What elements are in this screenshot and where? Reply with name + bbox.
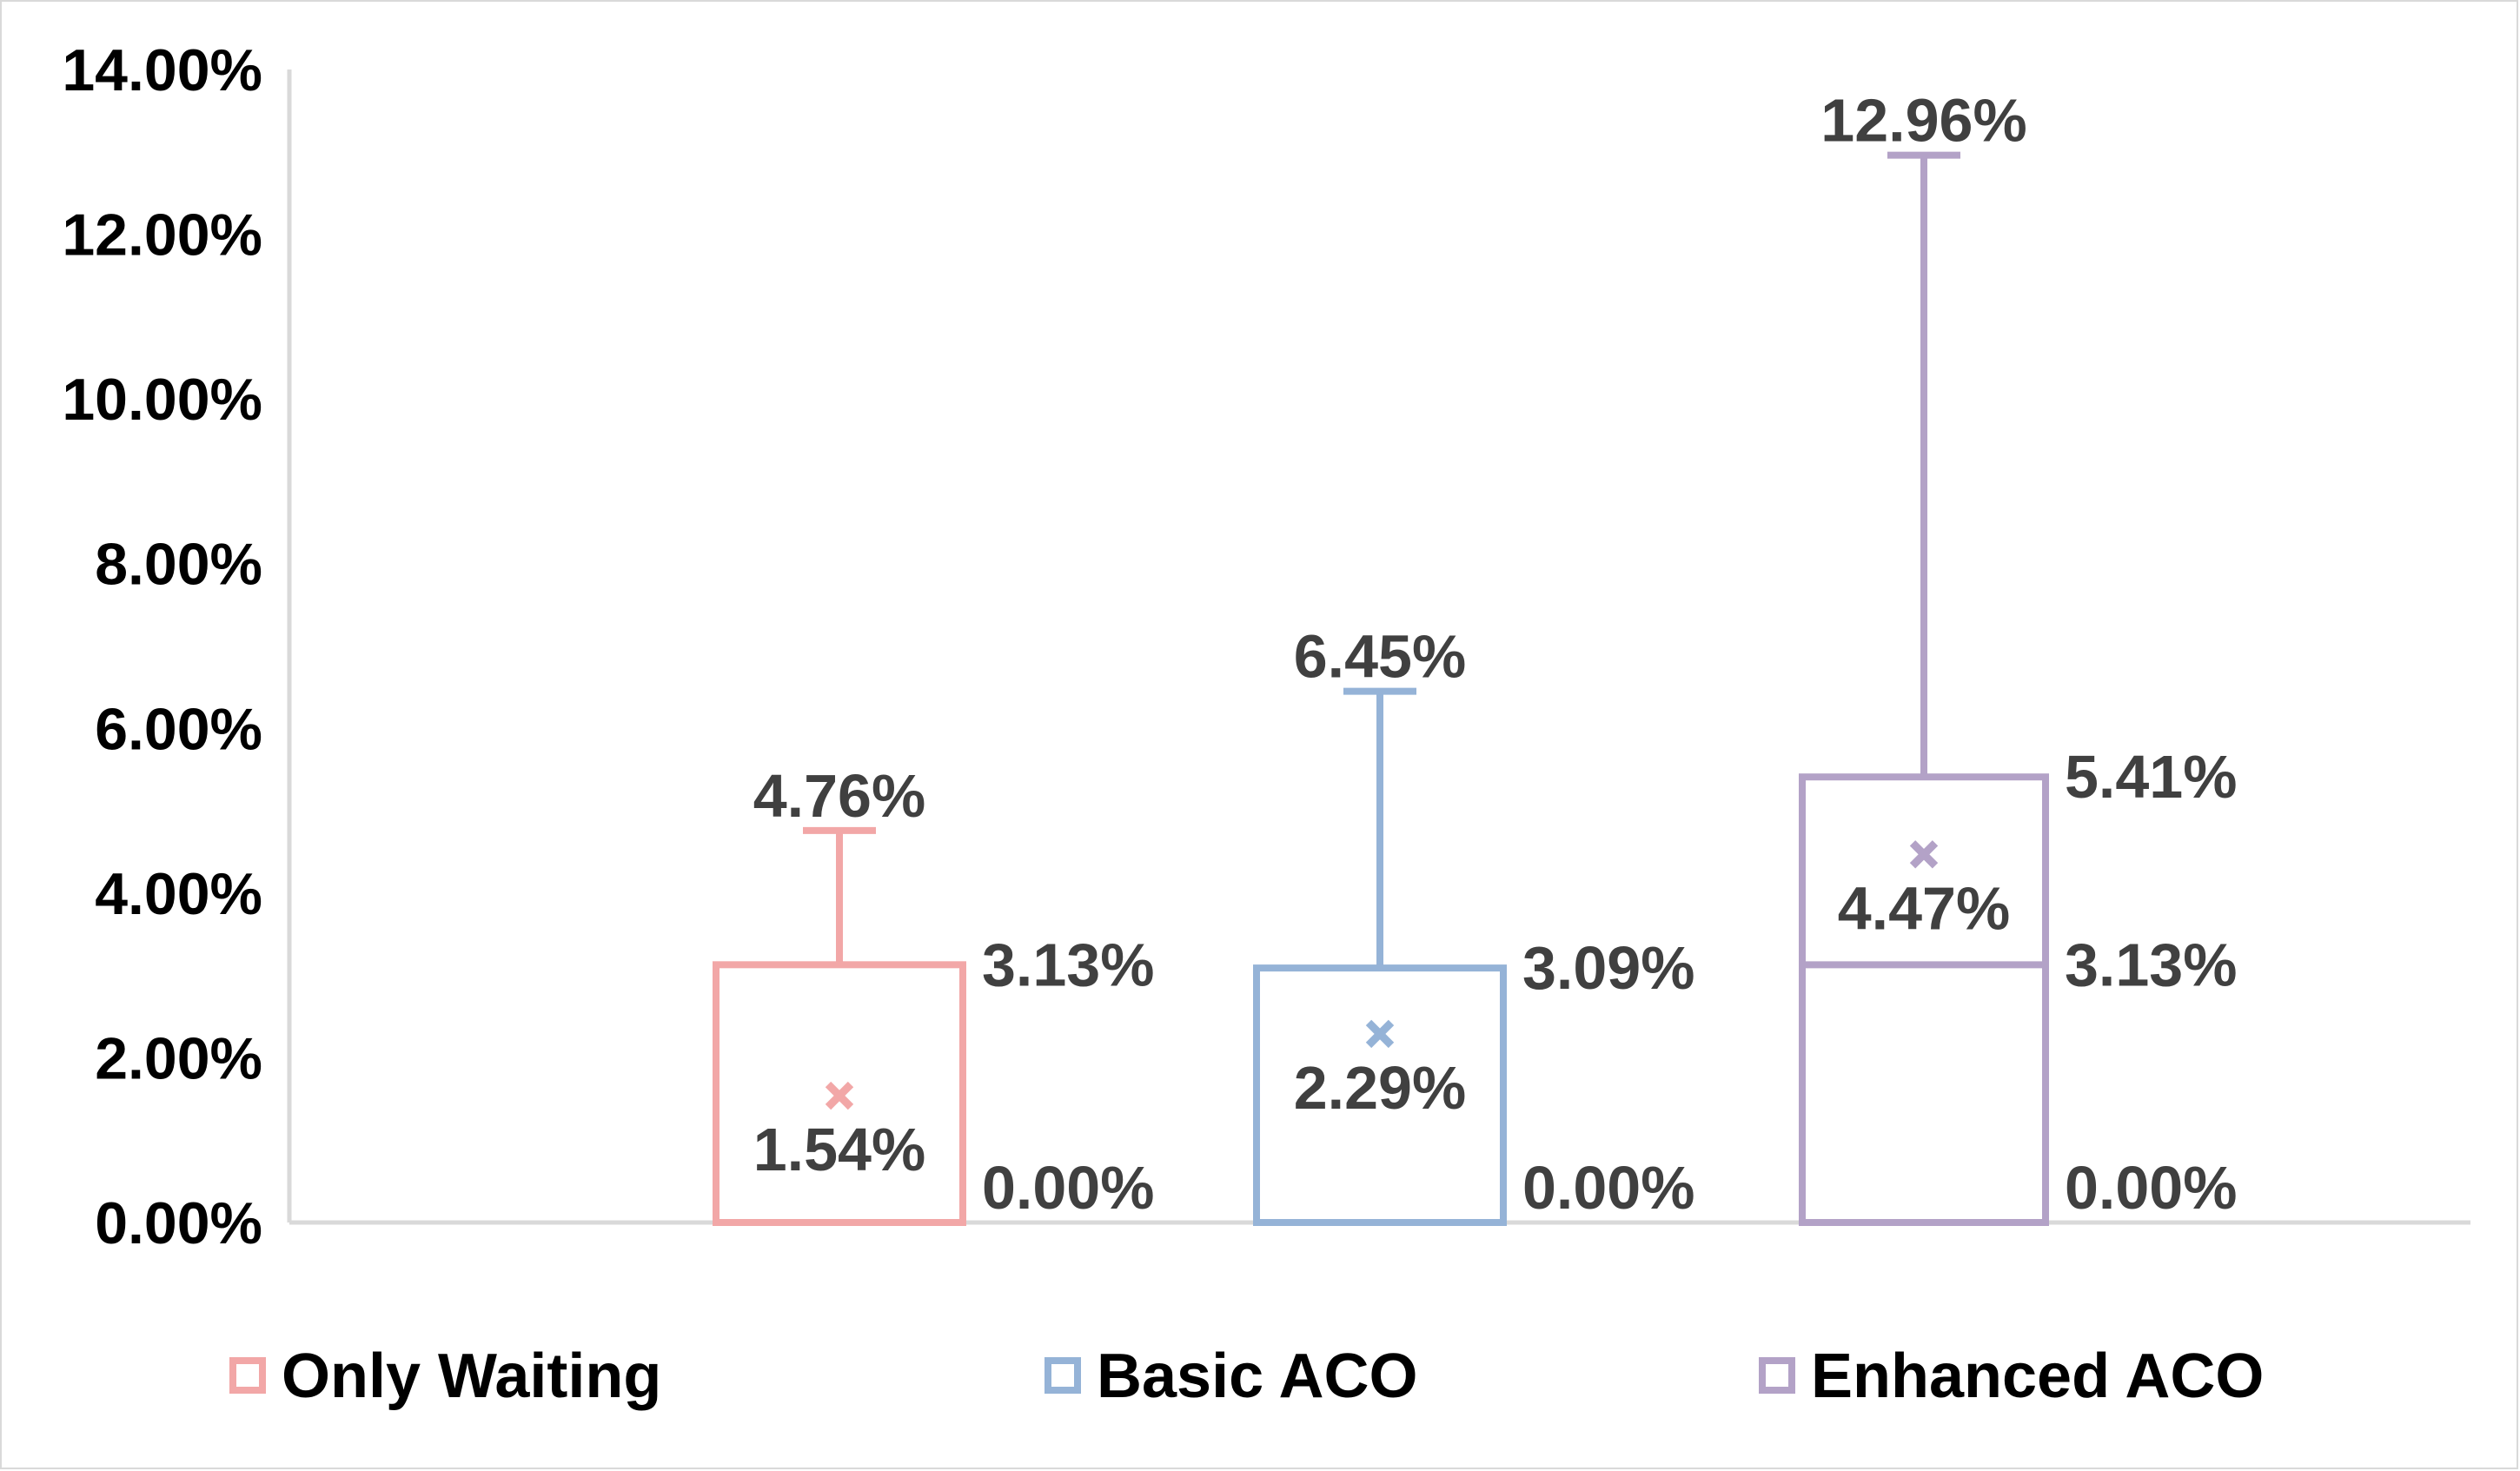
label-mean: 1.54% [753, 1116, 925, 1183]
y-tick-label: 8.00% [95, 532, 262, 598]
legend-label: Basic ACO [1097, 1342, 1417, 1411]
legend-item: Only Waiting [229, 1342, 661, 1411]
box-rect [1253, 964, 1507, 1227]
y-tick-label: 0.00% [95, 1190, 262, 1256]
mean-marker [825, 1081, 854, 1110]
label-q3: 5.41% [2065, 743, 2237, 811]
y-tick-label: 14.00% [62, 37, 262, 103]
label-q3: 3.09% [1522, 934, 1694, 1002]
label-q3: 3.13% [982, 931, 1154, 998]
legend-item: Basic ACO [1044, 1342, 1417, 1411]
label-median: 3.13% [2065, 931, 2237, 998]
label-min: 0.00% [1522, 1154, 1694, 1222]
label-max: 4.76% [753, 762, 925, 830]
legend-item: Enhanced ACO [1759, 1342, 2264, 1411]
y-tick-label: 2.00% [95, 1025, 262, 1091]
label-max: 12.96% [1820, 87, 2026, 155]
legend-swatch [1044, 1357, 1081, 1394]
label-max: 6.45% [1294, 623, 1466, 691]
legend-label: Enhanced ACO [1811, 1342, 2264, 1411]
legend-label: Only Waiting [282, 1342, 661, 1411]
box-rect [1799, 773, 2049, 1226]
y-tick-label: 4.00% [95, 861, 262, 927]
label-min: 0.00% [982, 1154, 1154, 1222]
y-tick-label: 12.00% [62, 202, 262, 268]
label-mean: 2.29% [1294, 1054, 1466, 1122]
legend-swatch [229, 1357, 266, 1394]
y-tick-label: 10.00% [62, 367, 262, 433]
box-3: 12.96% 4.47% 5.41% 3.13% 0.00% [1799, 87, 2237, 1226]
y-tick-labels: 0.00% 2.00% 4.00% 6.00% 8.00% 10.00% 12.00% 14.… [62, 37, 262, 1256]
legend: Only Waiting Basic ACO Enhanced ACO [229, 1342, 2264, 1411]
label-mean: 4.47% [1838, 874, 2010, 942]
mean-marker [1909, 840, 1939, 869]
box-rect [713, 961, 966, 1226]
legend-swatch [1759, 1357, 1795, 1394]
label-min: 0.00% [2065, 1154, 2237, 1222]
y-tick-label: 6.00% [95, 696, 262, 762]
mean-marker [1365, 1019, 1395, 1049]
box-2: 6.45% 2.29% 3.09% 0.00% [1253, 623, 1694, 1227]
boxes: 4.76% 1.54% 3.13% 0.00% 6.45% 2.29% 3.09% 0.00%… [713, 87, 2237, 1227]
box-1: 4.76% 1.54% 3.13% 0.00% [713, 762, 1154, 1226]
